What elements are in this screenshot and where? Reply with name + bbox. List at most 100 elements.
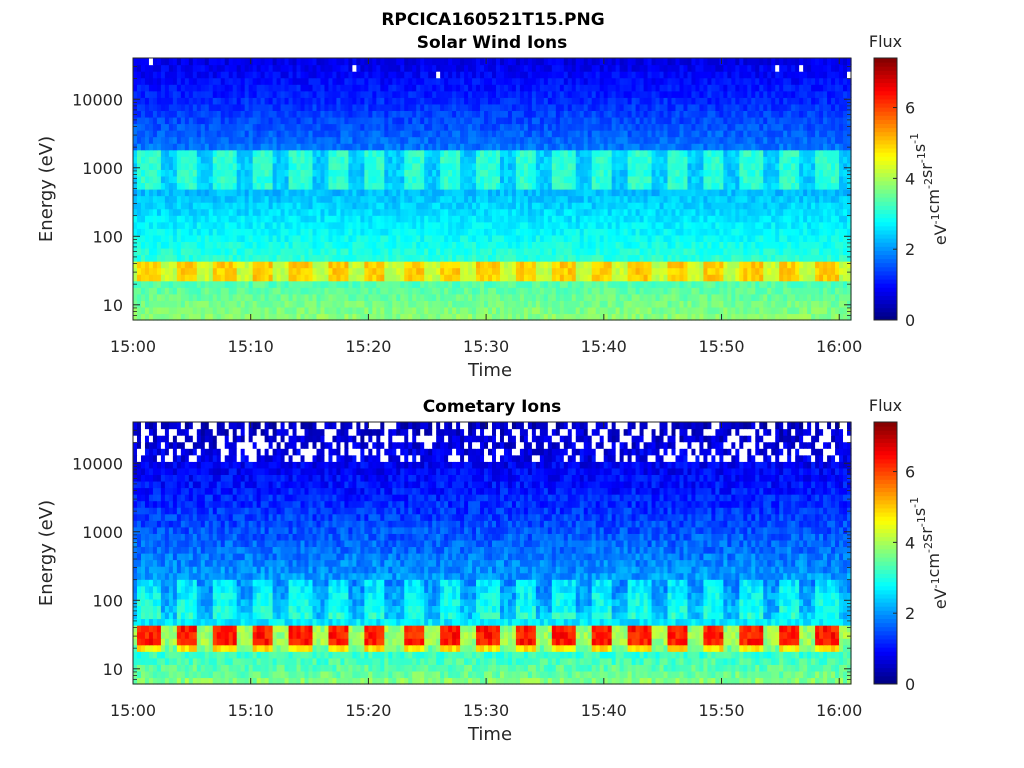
heatmap-cell — [180, 162, 186, 170]
heatmap-cell — [272, 293, 278, 301]
heatmap-cell — [336, 241, 342, 249]
heatmap-cell — [220, 215, 226, 223]
heatmap-cell — [320, 175, 326, 184]
heatmap-cell — [316, 261, 322, 269]
heatmap-cell — [148, 136, 154, 144]
heatmap-cell — [779, 293, 784, 301]
heatmap-cell — [523, 208, 529, 216]
heatmap-cell — [663, 215, 669, 223]
heatmap-cell — [476, 195, 481, 203]
heatmap-cell — [360, 234, 365, 242]
heatmap-cell — [324, 162, 330, 170]
heatmap-cell — [811, 306, 816, 315]
heatmap-cell — [456, 189, 461, 197]
heatmap-cell — [551, 241, 557, 249]
heatmap-cell — [224, 287, 230, 295]
heatmap-cell — [695, 261, 701, 269]
heatmap-cell — [823, 202, 828, 210]
heatmap-cell — [563, 274, 569, 282]
heatmap-cell — [503, 215, 509, 223]
heatmap-cell — [699, 313, 705, 321]
heatmap-cell — [144, 234, 150, 242]
heatmap-cell — [484, 208, 489, 216]
heatmap-cell — [292, 162, 298, 170]
heatmap-cell — [615, 228, 621, 236]
heatmap-cell — [707, 215, 712, 223]
heatmap-cell — [751, 195, 756, 203]
heatmap-cell — [535, 208, 541, 216]
heatmap-cell — [440, 228, 445, 236]
heatmap-cell — [783, 215, 788, 223]
heatmap-cell — [172, 267, 178, 275]
heatmap-cell — [707, 175, 712, 184]
heatmap-cell — [643, 274, 649, 282]
heatmap-cell — [212, 313, 218, 321]
heatmap-cell — [563, 234, 569, 242]
heatmap-cell — [815, 300, 820, 308]
heatmap-cell — [260, 156, 266, 164]
heatmap-cell — [747, 221, 752, 229]
heatmap-cell — [192, 189, 198, 197]
heatmap-cell — [368, 143, 373, 151]
heatmap-cell — [428, 306, 433, 315]
heatmap-cell — [400, 162, 405, 170]
heatmap-cell — [539, 221, 545, 229]
heatmap-cell — [795, 156, 800, 164]
heatmap-cell — [248, 247, 254, 256]
heatmap-cell — [180, 261, 186, 269]
heatmap-cell — [515, 254, 521, 262]
heatmap-cell — [583, 280, 589, 288]
heatmap-cell — [300, 287, 306, 295]
heatmap-cell — [296, 300, 302, 308]
heatmap-cell — [384, 306, 389, 315]
heatmap-cell — [172, 208, 178, 216]
heatmap-cell — [420, 306, 425, 315]
heatmap-cell — [739, 267, 744, 275]
heatmap-cell — [240, 156, 246, 164]
heatmap-cell — [603, 300, 609, 308]
heatmap-cell — [747, 208, 752, 216]
heatmap-cell — [655, 189, 661, 197]
heatmap-cell — [495, 169, 501, 177]
heatmap-cell — [156, 280, 162, 288]
heatmap-cell — [603, 143, 609, 151]
heatmap-cell — [519, 300, 525, 308]
heatmap-cell — [599, 313, 605, 321]
heatmap-cell — [667, 215, 673, 223]
heatmap-cell — [324, 313, 330, 321]
heatmap-cell — [364, 175, 369, 184]
heatmap-cell — [547, 234, 553, 242]
heatmap-cell — [703, 254, 708, 262]
heatmap-cell — [687, 208, 693, 216]
heatmap-cell — [448, 234, 453, 242]
heatmap-cell — [499, 175, 505, 184]
heatmap-cell — [779, 149, 784, 157]
heatmap-cell — [811, 156, 816, 164]
heatmap-cell — [164, 241, 170, 249]
heatmap-cell — [384, 215, 389, 223]
heatmap-cell — [168, 300, 174, 308]
heatmap-cell — [823, 261, 828, 269]
heatmap-cell — [591, 300, 597, 308]
heatmap-cell — [619, 287, 625, 295]
heatmap-cell — [476, 254, 481, 262]
heatmap-cell — [424, 182, 429, 190]
heatmap-cell — [236, 274, 242, 282]
heatmap-cell — [168, 234, 174, 242]
heatmap-cell — [667, 300, 673, 308]
heatmap-cell — [184, 175, 190, 184]
heatmap-cell — [663, 234, 669, 242]
heatmap-cell — [683, 149, 689, 157]
heatmap-cell — [611, 149, 617, 157]
heatmap-cell — [703, 267, 708, 275]
heatmap-cell — [228, 221, 234, 229]
heatmap-cell — [687, 221, 693, 229]
heatmap-cell — [152, 274, 158, 282]
heatmap-cell — [156, 274, 162, 282]
heatmap-cell — [715, 228, 720, 236]
heatmap-cell — [595, 300, 601, 308]
heatmap-cell — [659, 241, 665, 249]
heatmap-cell — [511, 228, 517, 236]
heatmap-cell — [408, 261, 413, 269]
heatmap-cell — [515, 274, 521, 282]
